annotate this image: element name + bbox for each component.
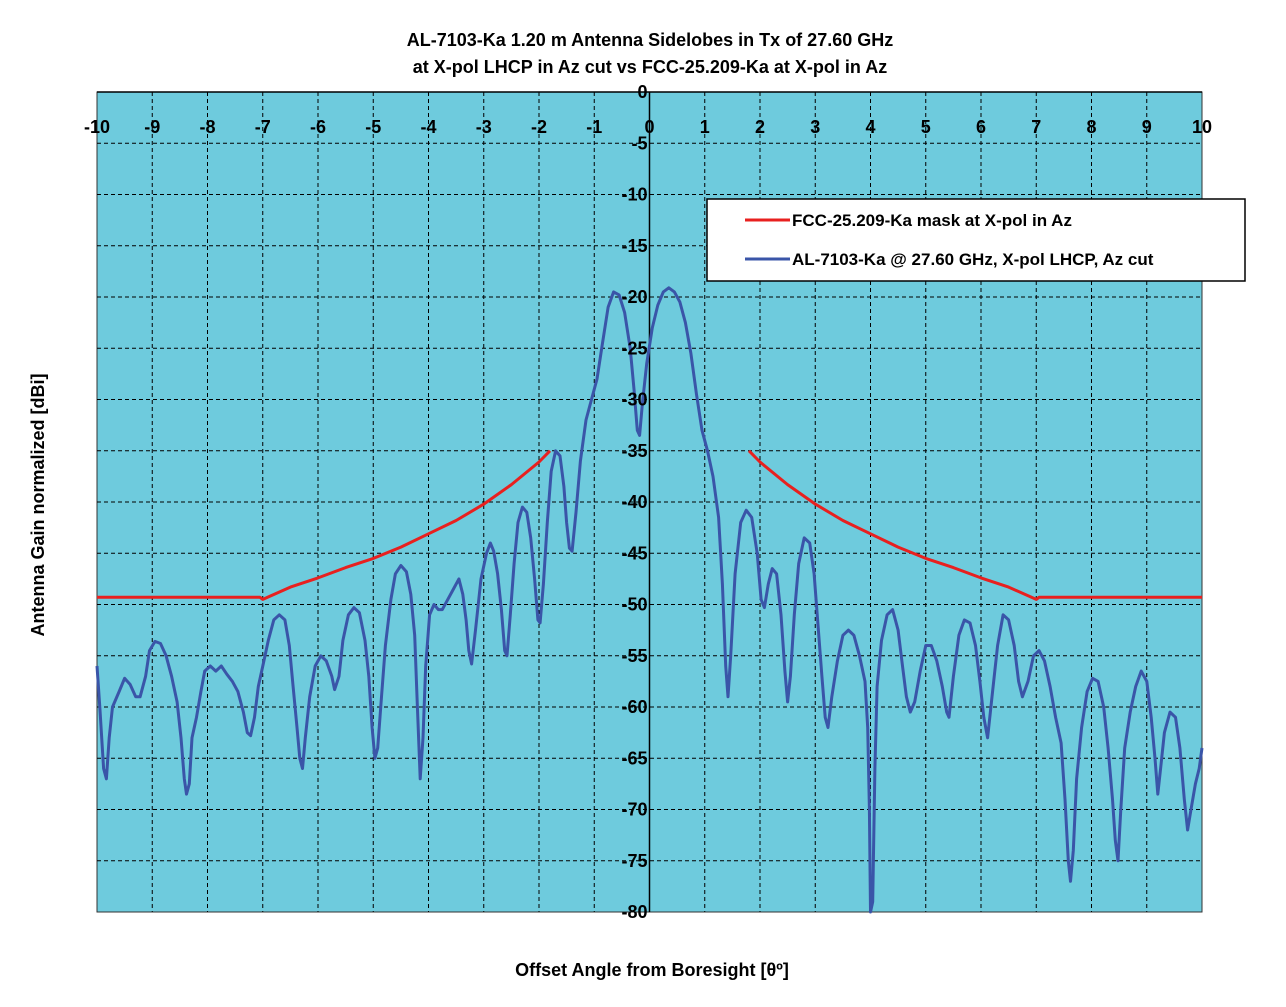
x-tick-label: 9 bbox=[1142, 117, 1152, 137]
y-tick-label: -15 bbox=[621, 236, 647, 256]
y-tick-label: -60 bbox=[621, 697, 647, 717]
legend: FCC-25.209-Ka mask at X-pol in Az AL-710… bbox=[706, 198, 1246, 282]
x-tick-label: 5 bbox=[921, 117, 931, 137]
y-tick-label: -80 bbox=[621, 902, 647, 922]
x-tick-label: 0 bbox=[644, 117, 654, 137]
x-tick-label: -4 bbox=[420, 117, 436, 137]
x-tick-label: -9 bbox=[144, 117, 160, 137]
legend-label-fcc-mask: FCC-25.209-Ka mask at X-pol in Az bbox=[792, 211, 1072, 230]
y-tick-label: -10 bbox=[621, 185, 647, 205]
legend-label-antenna: AL-7103-Ka @ 27.60 GHz, X-pol LHCP, Az c… bbox=[792, 250, 1154, 269]
y-tick-label: -25 bbox=[621, 338, 647, 358]
y-tick-label: -40 bbox=[621, 492, 647, 512]
x-tick-label: -3 bbox=[476, 117, 492, 137]
x-tick-label: -6 bbox=[310, 117, 326, 137]
x-tick-label: 8 bbox=[1086, 117, 1096, 137]
x-tick-label: -7 bbox=[255, 117, 271, 137]
tick-labels: -10 -9 -8 -7 -6 -5 -4 -3 -2 -1 0 1 2 3 4 5 6 7 8 9 100-5-10-… bbox=[84, 82, 1212, 922]
y-axis-label: Antenna Gain normalized [dBi] bbox=[28, 373, 48, 636]
y-tick-label: -35 bbox=[621, 441, 647, 461]
chart-title-line-2: at X-pol LHCP in Az cut vs FCC-25.209-Ka… bbox=[413, 57, 887, 77]
x-tick-label: -8 bbox=[199, 117, 215, 137]
series-antenna-line bbox=[95, 286, 1204, 914]
x-tick-label: 4 bbox=[865, 117, 875, 137]
series-fcc-mask-line bbox=[97, 449, 552, 601]
y-tick-label: -50 bbox=[621, 595, 647, 615]
series-fcc-mask-line bbox=[747, 449, 1202, 601]
x-tick-label: 6 bbox=[976, 117, 986, 137]
x-tick-label: -5 bbox=[365, 117, 381, 137]
x-tick-label: 3 bbox=[810, 117, 820, 137]
x-tick-label: -10 bbox=[84, 117, 110, 137]
x-tick-label: 7 bbox=[1031, 117, 1041, 137]
chart-title-line-1: AL-7103-Ka 1.20 m Antenna Sidelobes in T… bbox=[407, 30, 893, 50]
x-tick-label: -2 bbox=[531, 117, 547, 137]
y-tick-label: -65 bbox=[621, 748, 647, 768]
legend-box bbox=[706, 198, 1246, 282]
y-tick-label: -45 bbox=[621, 543, 647, 563]
x-axis-label: Offset Angle from Boresight [θº] bbox=[515, 960, 789, 980]
axes bbox=[97, 91, 1202, 912]
y-tick-label: -75 bbox=[621, 851, 647, 871]
y-tick-label: -20 bbox=[621, 287, 647, 307]
y-tick-label: -70 bbox=[621, 800, 647, 820]
y-tick-label: -55 bbox=[621, 646, 647, 666]
x-tick-label: 2 bbox=[755, 117, 765, 137]
y-tick-label: -5 bbox=[631, 133, 647, 153]
y-tick-label: -30 bbox=[621, 390, 647, 410]
x-tick-label: 1 bbox=[700, 117, 710, 137]
x-tick-label: 10 bbox=[1192, 117, 1212, 137]
y-tick-label: 0 bbox=[637, 82, 647, 102]
series-layer bbox=[95, 286, 1204, 914]
x-tick-label: -1 bbox=[586, 117, 602, 137]
